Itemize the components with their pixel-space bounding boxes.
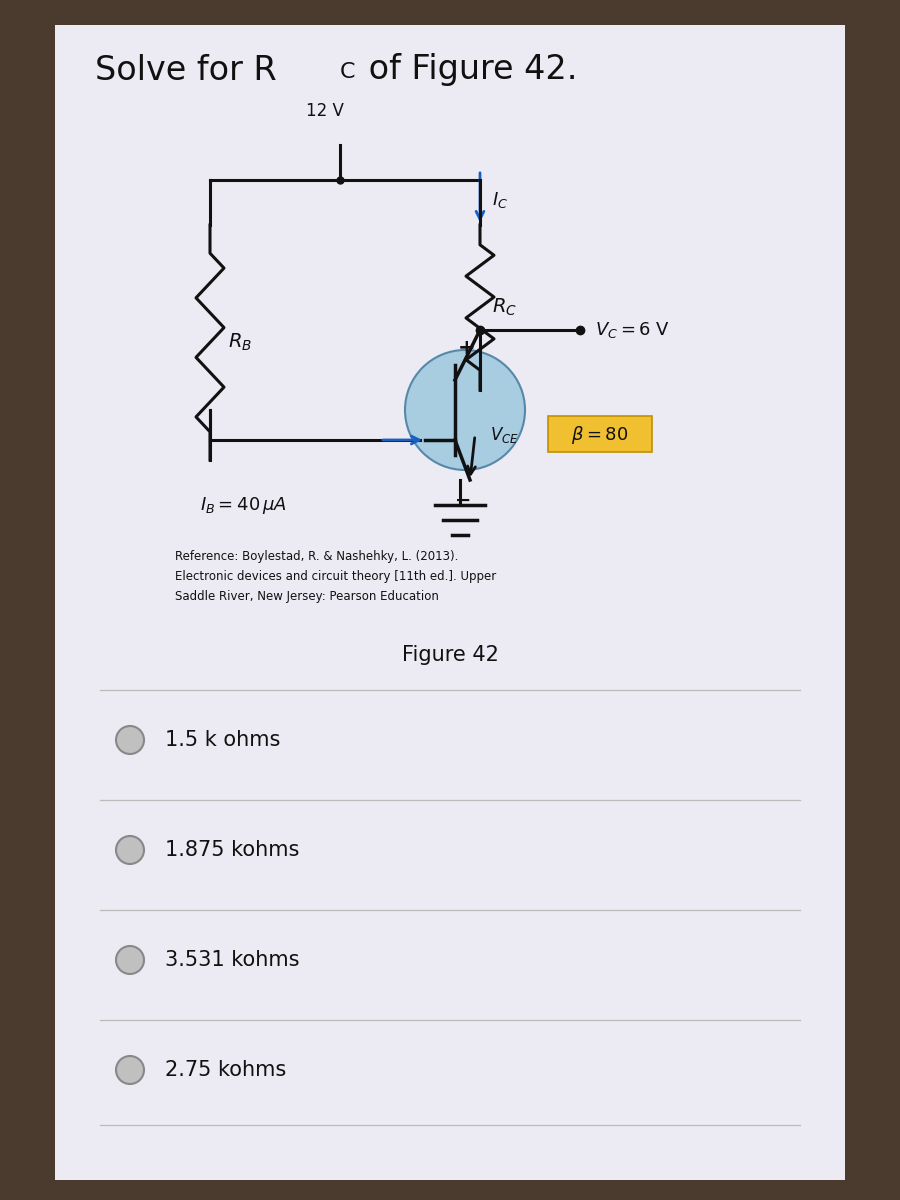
Text: +: + [458, 338, 475, 358]
Circle shape [116, 836, 144, 864]
Circle shape [116, 946, 144, 974]
Text: of Figure 42.: of Figure 42. [358, 54, 578, 86]
Text: $R_B$: $R_B$ [228, 332, 252, 353]
Text: Figure 42: Figure 42 [401, 646, 499, 665]
Text: $\beta = 80$: $\beta = 80$ [572, 424, 628, 446]
Text: C: C [340, 62, 356, 82]
Text: 1.5 k ohms: 1.5 k ohms [165, 730, 281, 750]
Text: $V_C = 6$ V: $V_C = 6$ V [595, 320, 670, 340]
Text: Reference: Boylestad, R. & Nashehky, L. (2013).
Electronic devices and circuit t: Reference: Boylestad, R. & Nashehky, L. … [175, 550, 496, 602]
Text: 3.531 kohms: 3.531 kohms [165, 950, 300, 970]
Text: $I_B = 40\,\mu A$: $I_B = 40\,\mu A$ [200, 494, 287, 516]
Text: −: − [455, 491, 472, 510]
Text: $R_C$: $R_C$ [492, 296, 517, 318]
Circle shape [405, 350, 525, 470]
Text: 1.875 kohms: 1.875 kohms [165, 840, 300, 860]
Text: 12 V: 12 V [306, 102, 344, 120]
Circle shape [116, 1056, 144, 1084]
Text: Solve for R: Solve for R [95, 54, 277, 86]
Circle shape [116, 726, 144, 754]
FancyBboxPatch shape [55, 25, 845, 1180]
FancyBboxPatch shape [548, 416, 652, 452]
Text: $V_{CE}$: $V_{CE}$ [490, 425, 518, 445]
Text: 2.75 kohms: 2.75 kohms [165, 1060, 286, 1080]
Text: $I_C$: $I_C$ [492, 190, 508, 210]
